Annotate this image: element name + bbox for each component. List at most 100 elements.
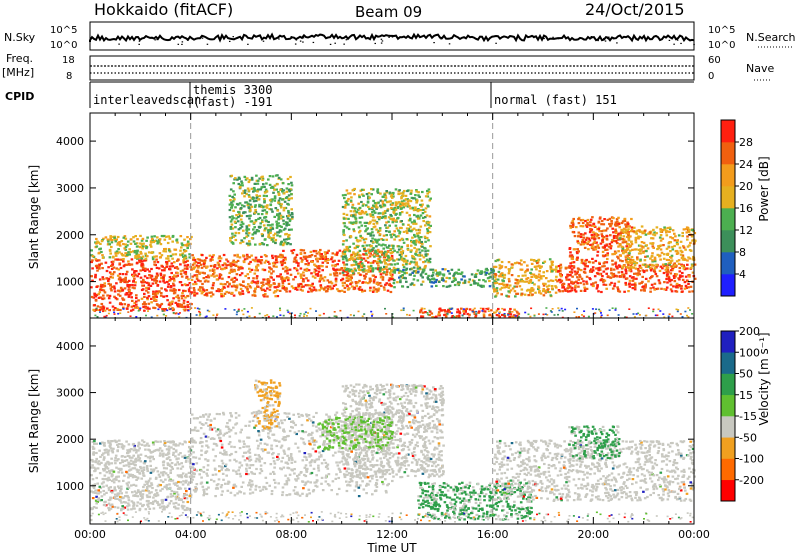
data-cell bbox=[591, 216, 594, 219]
data-cell bbox=[125, 270, 129, 273]
data-cell bbox=[388, 230, 391, 233]
data-cell bbox=[195, 292, 199, 295]
data-cell bbox=[561, 286, 564, 289]
data-cell bbox=[128, 263, 132, 266]
data-cell bbox=[323, 276, 327, 279]
nsearch-dot bbox=[154, 39, 156, 41]
data-cell bbox=[260, 204, 263, 207]
data-cell bbox=[108, 301, 112, 304]
data-cell bbox=[202, 262, 206, 265]
data-cell bbox=[418, 266, 422, 269]
data-cell bbox=[353, 258, 357, 261]
data-cell bbox=[371, 267, 375, 270]
data-cell bbox=[367, 232, 370, 235]
data-cell bbox=[593, 312, 596, 315]
data-cell bbox=[285, 276, 289, 279]
data-cell bbox=[352, 263, 356, 266]
data-cell bbox=[427, 239, 430, 242]
data-cell bbox=[571, 255, 574, 258]
data-cell bbox=[568, 278, 571, 281]
data-cell bbox=[609, 234, 612, 237]
data-cell bbox=[340, 267, 343, 270]
data-cell bbox=[92, 296, 96, 299]
data-cell bbox=[205, 266, 208, 269]
data-cell bbox=[377, 238, 381, 241]
data-cell bbox=[448, 284, 452, 287]
data-cell bbox=[180, 246, 183, 249]
data-cell bbox=[245, 253, 249, 256]
data-cell bbox=[647, 307, 650, 309]
data-cell bbox=[247, 277, 250, 280]
data-cell bbox=[415, 261, 418, 264]
data-cell bbox=[579, 269, 583, 272]
data-cell bbox=[400, 200, 404, 203]
data-cell bbox=[254, 208, 257, 212]
data-cell bbox=[427, 313, 430, 316]
data-cell bbox=[389, 290, 393, 294]
data-cell bbox=[400, 253, 403, 256]
data-cell bbox=[376, 267, 380, 271]
data-cell bbox=[686, 263, 689, 266]
data-cell bbox=[384, 307, 386, 310]
data-cell bbox=[366, 256, 370, 260]
data-cell bbox=[369, 220, 372, 223]
data-cell bbox=[495, 309, 499, 312]
data-cell bbox=[274, 232, 277, 235]
nsearch-dot bbox=[448, 43, 451, 45]
data-cell bbox=[137, 310, 140, 312]
data-cell bbox=[212, 282, 215, 285]
data-cell bbox=[572, 265, 576, 268]
data-cell bbox=[169, 495, 173, 498]
data-cell bbox=[242, 211, 245, 215]
data-cell bbox=[514, 295, 517, 298]
data-cell bbox=[229, 199, 232, 202]
data-cell bbox=[576, 307, 578, 310]
data-cell bbox=[426, 189, 429, 193]
data-cell bbox=[159, 256, 162, 259]
data-cell bbox=[330, 282, 334, 285]
data-cell bbox=[90, 474, 93, 477]
data-cell bbox=[185, 276, 188, 279]
data-cell bbox=[277, 275, 281, 278]
data-cell bbox=[685, 231, 689, 234]
data-cell bbox=[122, 479, 125, 482]
data-cell bbox=[585, 287, 589, 290]
data-cell bbox=[116, 258, 119, 261]
data-cell bbox=[135, 303, 138, 306]
data-cell bbox=[503, 286, 506, 289]
data-cell bbox=[389, 213, 392, 217]
data-cell bbox=[125, 307, 129, 310]
data-cell bbox=[634, 239, 638, 242]
data-cell bbox=[402, 309, 405, 311]
data-cell bbox=[372, 274, 376, 277]
data-cell bbox=[168, 307, 171, 309]
data-cell bbox=[675, 282, 679, 285]
data-cell bbox=[109, 443, 112, 446]
data-cell bbox=[596, 285, 599, 288]
data-cell bbox=[180, 505, 184, 508]
data-cell bbox=[525, 277, 528, 280]
data-cell bbox=[246, 316, 249, 319]
data-cell bbox=[687, 230, 691, 234]
data-cell bbox=[347, 197, 350, 201]
data-cell bbox=[530, 275, 533, 278]
data-cell bbox=[315, 252, 319, 255]
data-cell bbox=[105, 484, 108, 487]
data-cell bbox=[374, 251, 378, 254]
data-cell bbox=[166, 309, 169, 312]
data-cell bbox=[327, 249, 330, 252]
data-cell bbox=[397, 192, 400, 196]
data-cell bbox=[363, 277, 367, 280]
data-cell bbox=[632, 266, 636, 269]
data-cell bbox=[197, 266, 200, 269]
data-cell bbox=[238, 211, 241, 214]
data-cell bbox=[678, 246, 682, 249]
data-cell bbox=[145, 239, 148, 242]
data-cell bbox=[127, 496, 130, 499]
data-cell bbox=[292, 278, 295, 281]
data-cell bbox=[269, 284, 273, 287]
data-cell bbox=[282, 192, 286, 195]
data-cell bbox=[362, 253, 365, 256]
data-cell bbox=[352, 230, 356, 233]
data-cell bbox=[651, 237, 655, 240]
